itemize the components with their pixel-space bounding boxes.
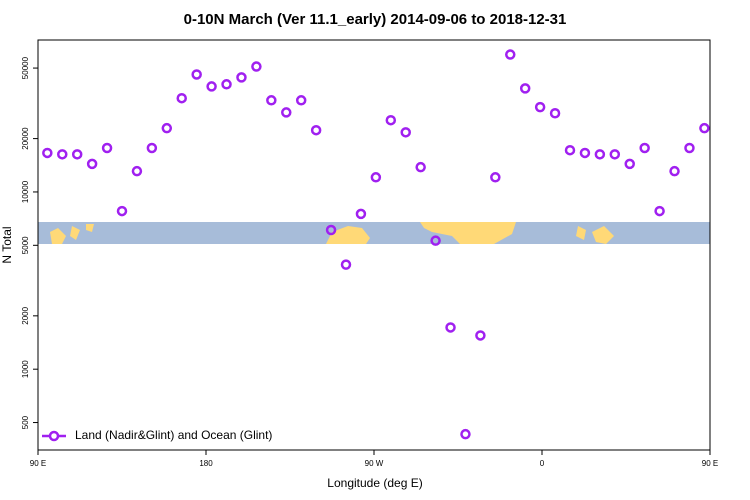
point — [519, 83, 531, 94]
point — [594, 149, 606, 160]
chart-title: 0-10N March (Ver 11.1_early) 2014-09-06 … — [184, 11, 567, 28]
land — [326, 226, 370, 244]
plot-frame — [37, 39, 711, 451]
point — [445, 322, 456, 333]
x-tick-label: 90 W — [365, 459, 384, 468]
point — [131, 165, 143, 177]
point — [475, 330, 486, 341]
point — [549, 108, 561, 119]
point — [161, 122, 173, 134]
point — [86, 158, 98, 170]
point — [639, 142, 650, 154]
point — [534, 101, 546, 113]
point — [564, 144, 576, 156]
y-tick-label: 20000 — [21, 127, 30, 150]
point — [699, 122, 710, 134]
point — [669, 165, 680, 177]
point — [355, 208, 367, 220]
point — [236, 72, 247, 83]
y-tick-label: 10000 — [21, 180, 30, 203]
point — [206, 81, 217, 92]
point — [415, 161, 426, 173]
point — [325, 224, 337, 236]
map-band — [38, 222, 710, 244]
point — [609, 149, 621, 160]
point — [490, 172, 501, 183]
x-tick-label: 90 E — [30, 459, 46, 468]
point — [430, 235, 441, 246]
land — [576, 226, 614, 244]
point — [266, 95, 277, 106]
point — [191, 69, 202, 80]
legend-marker — [48, 430, 60, 442]
x-tick-label: 180 — [199, 459, 213, 468]
legend-label: Land (Nadir&Glint) and Ocean (Glint) — [75, 428, 272, 442]
point — [42, 147, 53, 159]
point — [146, 142, 158, 154]
point — [400, 127, 411, 138]
x-tick-label: 0 — [540, 459, 545, 468]
point — [57, 149, 68, 160]
point — [579, 147, 591, 159]
y-tick-label: 50000 — [21, 56, 30, 79]
point — [281, 107, 292, 118]
point — [101, 142, 113, 154]
point — [295, 95, 307, 106]
y-tick-label: 5000 — [21, 236, 30, 254]
x-axis-label: Longitude (deg E) — [327, 476, 422, 490]
point — [251, 61, 262, 72]
point — [116, 205, 128, 217]
y-tick-label: 1000 — [21, 360, 30, 378]
x-tick-label: 90 E — [702, 459, 718, 468]
point — [340, 259, 352, 270]
ocean — [38, 222, 710, 244]
point — [624, 158, 635, 170]
y-tick-label: 500 — [21, 415, 30, 429]
land — [50, 224, 94, 244]
point — [310, 124, 322, 136]
point — [176, 92, 187, 104]
point — [221, 79, 232, 90]
point — [505, 49, 516, 60]
point — [684, 142, 695, 154]
point — [654, 205, 665, 217]
point — [385, 114, 397, 126]
point — [460, 428, 471, 440]
y-tick-label: 2000 — [21, 306, 30, 324]
point — [370, 172, 382, 183]
land — [420, 222, 516, 244]
y-axis-label: N Total — [0, 226, 14, 263]
point — [71, 149, 83, 160]
